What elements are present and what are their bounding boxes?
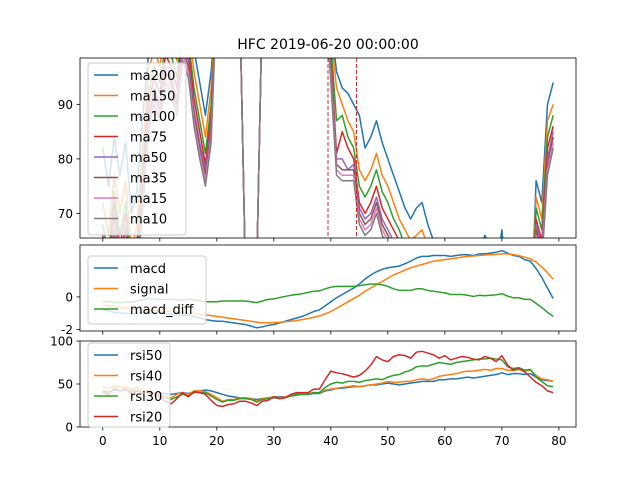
macd-panel: -2 0 macd signal macd_diff bbox=[61, 244, 577, 337]
x-tick-label: 70 bbox=[494, 434, 509, 448]
legend: macd signal macd_diff bbox=[87, 255, 207, 325]
legend-label: macd bbox=[130, 262, 166, 277]
axes-frame bbox=[79, 57, 577, 239]
y-tick-label: 70 bbox=[58, 207, 73, 221]
x-tick-label: 60 bbox=[437, 434, 452, 448]
legend-label: macd_diff bbox=[130, 303, 194, 318]
legend: ma200 ma150 ma100 ma75 ma50 ma35 ma15 ma10 bbox=[87, 62, 187, 236]
axes-frame bbox=[79, 244, 577, 332]
y-tick-label: -2 bbox=[61, 323, 73, 337]
legend-label: ma150 bbox=[130, 90, 175, 105]
y-tick-label: 100 bbox=[50, 335, 73, 349]
x-tick-label: 20 bbox=[209, 434, 224, 448]
legend-label: rsi40 bbox=[130, 370, 162, 385]
legend-label: rsi30 bbox=[130, 390, 162, 405]
legend-label: ma15 bbox=[130, 192, 167, 207]
y-tick-label: 0 bbox=[65, 290, 73, 304]
y-tick-label: 80 bbox=[58, 152, 73, 166]
x-tick-label: 0 bbox=[99, 434, 107, 448]
x-tick-label: 80 bbox=[551, 434, 566, 448]
y-tick-label: 50 bbox=[58, 378, 73, 392]
legend-label: ma100 bbox=[130, 110, 175, 125]
legend: rsi50 rsi40 rsi30 rsi20 bbox=[87, 342, 171, 428]
legend-label: ma35 bbox=[130, 172, 167, 187]
y-tick-label: 0 bbox=[65, 421, 73, 435]
x-tick-label: 50 bbox=[380, 434, 395, 448]
series-line-rsi20 bbox=[102, 350, 554, 408]
x-tick-label: 10 bbox=[152, 434, 167, 448]
legend-label: ma200 bbox=[130, 69, 175, 84]
series-line-rsi40 bbox=[102, 367, 554, 402]
legend-label: ma50 bbox=[130, 151, 167, 166]
legend-label: rsi50 bbox=[130, 349, 162, 364]
legend-label: rsi20 bbox=[130, 411, 162, 426]
ma-panel: 70 80 90 ma200 ma150 ma100 ma75 ma50 ma35 ma15 ma1… bbox=[58, 57, 577, 242]
x-tick-label: 40 bbox=[323, 434, 338, 448]
chart-title: HFC 2019-06-20 00:00:00 bbox=[237, 37, 419, 53]
y-tick-label: 90 bbox=[58, 98, 73, 112]
x-tick-label: 30 bbox=[266, 434, 281, 448]
legend-label: signal bbox=[130, 283, 168, 298]
legend-label: ma75 bbox=[130, 131, 167, 146]
legend-label: ma10 bbox=[130, 213, 167, 228]
